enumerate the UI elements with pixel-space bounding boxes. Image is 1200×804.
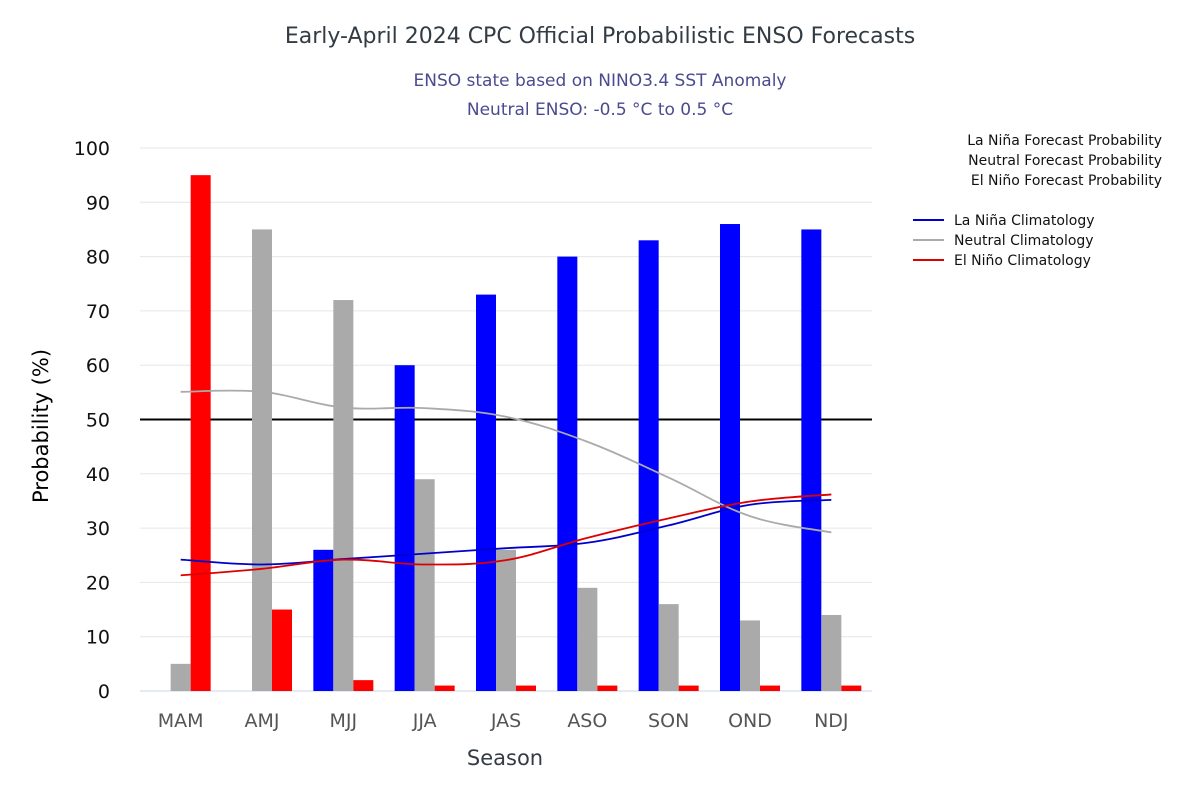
bar-el-nino-forecast-probability-jja: [434, 685, 455, 691]
bar-la-nina-forecast-probability-ndj: [801, 229, 822, 691]
y-tick-label: 0: [98, 681, 110, 703]
bar-el-nino-forecast-probability-mam: [190, 175, 211, 691]
legend-item-el-nino-climatology[interactable]: El Niño Climatology: [954, 253, 1091, 269]
legend-item-neutral-climatology[interactable]: Neutral Climatology: [954, 233, 1094, 249]
bar-neutral-forecast-probability-jas: [496, 549, 516, 691]
bar-series: [170, 175, 862, 691]
bar-neutral-forecast-probability-ond: [740, 620, 760, 691]
bar-el-nino-forecast-probability-ndj: [841, 685, 862, 691]
x-axis-ticks: MAM AMJ MJJ JJA JAS ASO SON OND NDJ: [158, 710, 849, 732]
line-series: [180, 389, 832, 577]
x-tick-label-jja: JJA: [412, 710, 437, 732]
y-tick-label: 40: [86, 464, 110, 486]
x-tick-label-son: SON: [648, 710, 689, 732]
chart-legend: La Niña Forecast Probability Neutral Fore…: [913, 133, 1162, 269]
x-tick-label-ndj: NDJ: [814, 710, 848, 732]
bar-neutral-forecast-probability-son: [658, 604, 679, 691]
legend-item-la-nina-forecast-probability[interactable]: La Niña Forecast Probability: [967, 133, 1162, 149]
bar-neutral-forecast-probability-mjj: [333, 300, 354, 691]
x-tick-label-ond: OND: [728, 710, 772, 732]
bar-la-nina-forecast-probability-son: [638, 240, 659, 691]
y-tick-label: 20: [86, 572, 110, 594]
bar-neutral-forecast-probability-mam: [170, 663, 191, 691]
bar-el-nino-forecast-probability-aso: [597, 685, 618, 691]
y-tick-label: 10: [86, 627, 110, 649]
y-axis-label: Probability (%): [29, 349, 53, 503]
bar-la-nina-forecast-probability-jja: [394, 365, 415, 691]
bar-neutral-forecast-probability-aso: [577, 587, 598, 691]
bar-el-nino-forecast-probability-mjj: [353, 680, 374, 691]
y-tick-label: 80: [86, 247, 110, 269]
y-axis-ticks: 0 10 20 30 40 50 60 70 80 90 100: [74, 138, 110, 703]
legend-item-el-nino-forecast-probability[interactable]: El Niño Forecast Probability: [971, 173, 1162, 189]
x-tick-label-mam: MAM: [158, 710, 204, 732]
chart-title: Early-April 2024 CPC Official Probabilis…: [285, 24, 915, 49]
bar-el-nino-forecast-probability-ond: [760, 685, 780, 691]
bar-neutral-forecast-probability-jja: [414, 479, 435, 691]
chart-subtitle-line-2: Neutral ENSO: -0.5 °C to 0.5 °C: [467, 100, 733, 120]
line-el-nino-climatology: [180, 493, 832, 577]
bar-el-nino-forecast-probability-son: [678, 685, 699, 691]
legend-item-neutral-forecast-probability[interactable]: Neutral Forecast Probability: [968, 153, 1162, 169]
x-tick-label-aso: ASO: [567, 710, 607, 732]
y-tick-label: 30: [86, 518, 110, 540]
x-tick-label-amj: AMJ: [245, 710, 280, 732]
y-tick-label: 100: [74, 138, 110, 160]
chart-subtitle-line-1: ENSO state based on NINO3.4 SST Anomaly: [413, 71, 786, 91]
legend-item-la-nina-climatology[interactable]: La Niña Climatology: [954, 213, 1095, 229]
bar-la-nina-forecast-probability-ond: [720, 224, 740, 691]
x-tick-label-mjj: MJJ: [330, 710, 358, 732]
x-tick-label-jas: JAS: [490, 710, 521, 732]
x-axis-label: Season: [467, 746, 543, 770]
y-tick-label: 70: [86, 301, 110, 323]
y-tick-label: 50: [86, 410, 110, 432]
bar-la-nina-forecast-probability-jas: [476, 294, 496, 691]
bar-la-nina-forecast-probability-mjj: [313, 549, 334, 691]
bar-neutral-forecast-probability-amj: [252, 229, 272, 691]
y-tick-label: 90: [86, 192, 110, 214]
y-tick-label: 60: [86, 355, 110, 377]
bar-el-nino-forecast-probability-amj: [272, 609, 292, 691]
bar-la-nina-forecast-probability-aso: [557, 256, 578, 691]
bar-neutral-forecast-probability-ndj: [821, 614, 842, 691]
line-la-nina-climatology: [180, 498, 832, 566]
bar-el-nino-forecast-probability-jas: [516, 685, 536, 691]
